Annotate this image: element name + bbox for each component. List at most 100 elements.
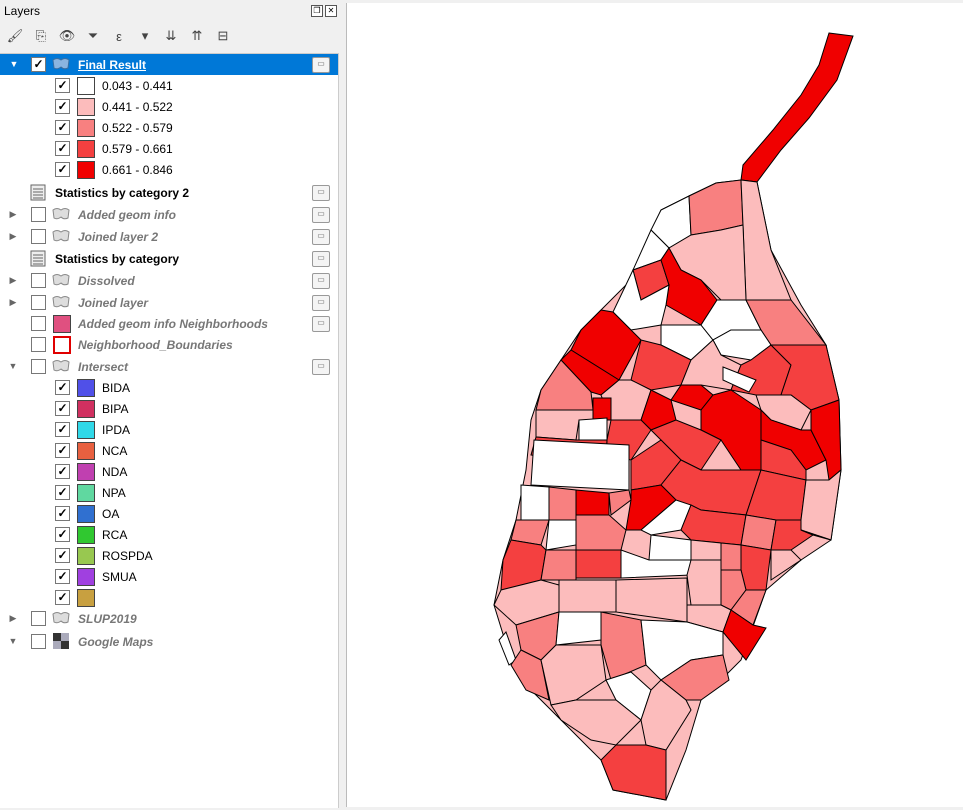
layer-checkbox[interactable]: ✓ — [31, 57, 46, 72]
layer-added-geom-neighborhoods[interactable]: Added geom info Neighborhoods ▭ — [0, 313, 338, 334]
layer-neighborhood-boundaries[interactable]: Neighborhood_Boundaries — [0, 334, 338, 355]
layer-style-icon[interactable]: ▭ — [312, 229, 330, 245]
add-group-icon[interactable]: ⎘ — [35, 28, 47, 43]
layer-checkbox[interactable] — [31, 337, 46, 352]
legend-item[interactable]: ✓ NPA — [0, 482, 338, 503]
layer-slup2019[interactable]: ▶ SLUP2019 — [0, 608, 338, 629]
legend-item[interactable]: ✓ 0.579 - 0.661 — [0, 138, 338, 159]
layer-style-icon[interactable]: ▭ — [312, 185, 330, 201]
legend-item[interactable]: ✓ — [0, 587, 338, 608]
layer-statistics[interactable]: Statistics by category ▭ — [0, 248, 338, 269]
layer-checkbox[interactable] — [31, 611, 46, 626]
layer-added-geom-info[interactable]: ▶ Added geom info ▭ — [0, 204, 338, 225]
expand-arrow-icon[interactable]: ▶ — [9, 297, 17, 307]
legend-item[interactable]: ✓ 0.441 - 0.522 — [0, 96, 338, 117]
layer-style-icon[interactable]: ▭ — [312, 359, 330, 375]
legend-item[interactable]: ✓ NDA — [0, 461, 338, 482]
close-panel-icon[interactable]: ✕ — [325, 5, 337, 17]
legend-label: NPA — [102, 486, 126, 500]
legend-checkbox[interactable]: ✓ — [55, 99, 70, 114]
legend-label: 0.522 - 0.579 — [102, 121, 173, 135]
filter-legend-icon[interactable]: ⏷ — [87, 28, 99, 43]
expand-arrow-icon[interactable]: ▶ — [9, 275, 17, 285]
layer-style-icon[interactable]: ▭ — [312, 207, 330, 223]
legend-checkbox[interactable]: ✓ — [55, 141, 70, 156]
legend-checkbox[interactable]: ✓ — [55, 380, 70, 395]
collapse-arrow-icon[interactable]: ▼ — [9, 59, 19, 69]
collapse-arrow-icon[interactable]: ▼ — [8, 361, 18, 371]
expand-all-icon[interactable]: ⇊ — [165, 28, 177, 43]
remove-layer-icon[interactable]: ⊟ — [217, 28, 229, 43]
layer-tree[interactable]: ▼ ✓ Final Result ▭ ✓ 0.043 - 0.441 ✓ 0.4… — [0, 53, 339, 808]
legend-item[interactable]: ✓ 0.043 - 0.441 — [0, 75, 338, 96]
legend-swatch — [77, 119, 95, 137]
legend-checkbox[interactable]: ✓ — [55, 527, 70, 542]
expand-arrow-icon[interactable]: ▶ — [9, 209, 17, 219]
legend-checkbox[interactable]: ✓ — [55, 506, 70, 521]
layer-google-maps[interactable]: ▼ Google Maps — [0, 631, 338, 652]
layer-style-icon[interactable]: ▭ — [312, 295, 330, 311]
legend-checkbox[interactable]: ✓ — [55, 422, 70, 437]
legend-item[interactable]: ✓ IPDA — [0, 419, 338, 440]
layer-style-icon[interactable]: ▭ — [312, 57, 330, 73]
layer-checkbox[interactable] — [31, 359, 46, 374]
panel-splitter[interactable] — [340, 0, 346, 807]
layer-checkbox[interactable] — [31, 229, 46, 244]
legend-checkbox[interactable]: ✓ — [55, 443, 70, 458]
legend-item[interactable]: ✓ RCA — [0, 524, 338, 545]
map-region — [555, 611, 602, 646]
collapse-arrow-icon[interactable]: ▼ — [8, 636, 18, 646]
legend-checkbox[interactable]: ✓ — [55, 401, 70, 416]
layer-intersect[interactable]: ▼ Intersect ▭ — [0, 356, 338, 377]
layer-joined-2[interactable]: ▶ Joined layer 2 ▭ — [0, 226, 338, 247]
layer-style-icon[interactable]: ▭ — [312, 251, 330, 267]
legend-item[interactable]: ✓ SMUA — [0, 566, 338, 587]
open-layer-styling-icon[interactable]: 🖌 — [6, 28, 24, 43]
legend-label: BIPA — [102, 402, 129, 416]
legend-checkbox[interactable]: ✓ — [55, 569, 70, 584]
layer-checkbox[interactable] — [31, 295, 46, 310]
dropdown-arrow-icon[interactable]: ▾ — [141, 28, 149, 43]
collapse-all-icon[interactable]: ⇈ — [191, 28, 203, 43]
legend-item[interactable]: ✓ OA — [0, 503, 338, 524]
filter-by-expression-icon[interactable]: ε — [116, 28, 122, 44]
manage-visibility-icon[interactable]: 👁 — [58, 28, 76, 43]
legend-checkbox[interactable]: ✓ — [55, 120, 70, 135]
layer-final-result[interactable]: ▼ ✓ Final Result ▭ — [0, 54, 338, 75]
expand-arrow-icon[interactable]: ▶ — [9, 231, 17, 241]
layer-checkbox[interactable] — [31, 273, 46, 288]
layer-name: Neighborhood_Boundaries — [78, 338, 233, 352]
legend-checkbox[interactable]: ✓ — [55, 464, 70, 479]
map-region — [548, 486, 577, 521]
legend-checkbox[interactable]: ✓ — [55, 590, 70, 605]
legend-item[interactable]: ✓ ROSPDA — [0, 545, 338, 566]
map-canvas[interactable] — [346, 3, 963, 807]
expand-arrow-icon[interactable]: ▶ — [9, 613, 17, 623]
choropleth-map — [493, 32, 854, 801]
legend-item[interactable]: ✓ BIPA — [0, 398, 338, 419]
layer-style-icon[interactable]: ▭ — [312, 316, 330, 332]
layer-checkbox[interactable] — [31, 634, 46, 649]
legend-item[interactable]: ✓ 0.661 - 0.846 — [0, 159, 338, 180]
legend-checkbox[interactable]: ✓ — [55, 78, 70, 93]
layers-panel: Layers ❐ ✕ 🖌 ⎘ 👁 ⏷ ε ▾ ⇊ ⇈ ⊟ ▼ ✓ Final R… — [0, 0, 343, 808]
legend-item[interactable]: ✓ 0.522 - 0.579 — [0, 117, 338, 138]
legend-item[interactable]: ✓ NCA — [0, 440, 338, 461]
layer-joined[interactable]: ▶ Joined layer ▭ — [0, 292, 338, 313]
layer-checkbox[interactable] — [31, 316, 46, 331]
float-panel-icon[interactable]: ❐ — [311, 5, 323, 17]
legend-label: 0.579 - 0.661 — [102, 142, 173, 156]
legend-label: 0.661 - 0.846 — [102, 163, 173, 177]
legend-label: SMUA — [102, 570, 137, 584]
legend-item[interactable]: ✓ BIDA — [0, 377, 338, 398]
legend-checkbox[interactable]: ✓ — [55, 485, 70, 500]
legend-checkbox[interactable]: ✓ — [55, 548, 70, 563]
layer-dissolved[interactable]: ▶ Dissolved ▭ — [0, 270, 338, 291]
map-region — [770, 549, 802, 581]
layer-checkbox[interactable] — [31, 207, 46, 222]
layer-statistics-2[interactable]: Statistics by category 2 ▭ — [0, 182, 338, 203]
layer-style-icon[interactable]: ▭ — [312, 273, 330, 289]
legend-checkbox[interactable]: ✓ — [55, 162, 70, 177]
map-region — [575, 514, 627, 551]
layer-name: Joined layer — [78, 296, 149, 310]
